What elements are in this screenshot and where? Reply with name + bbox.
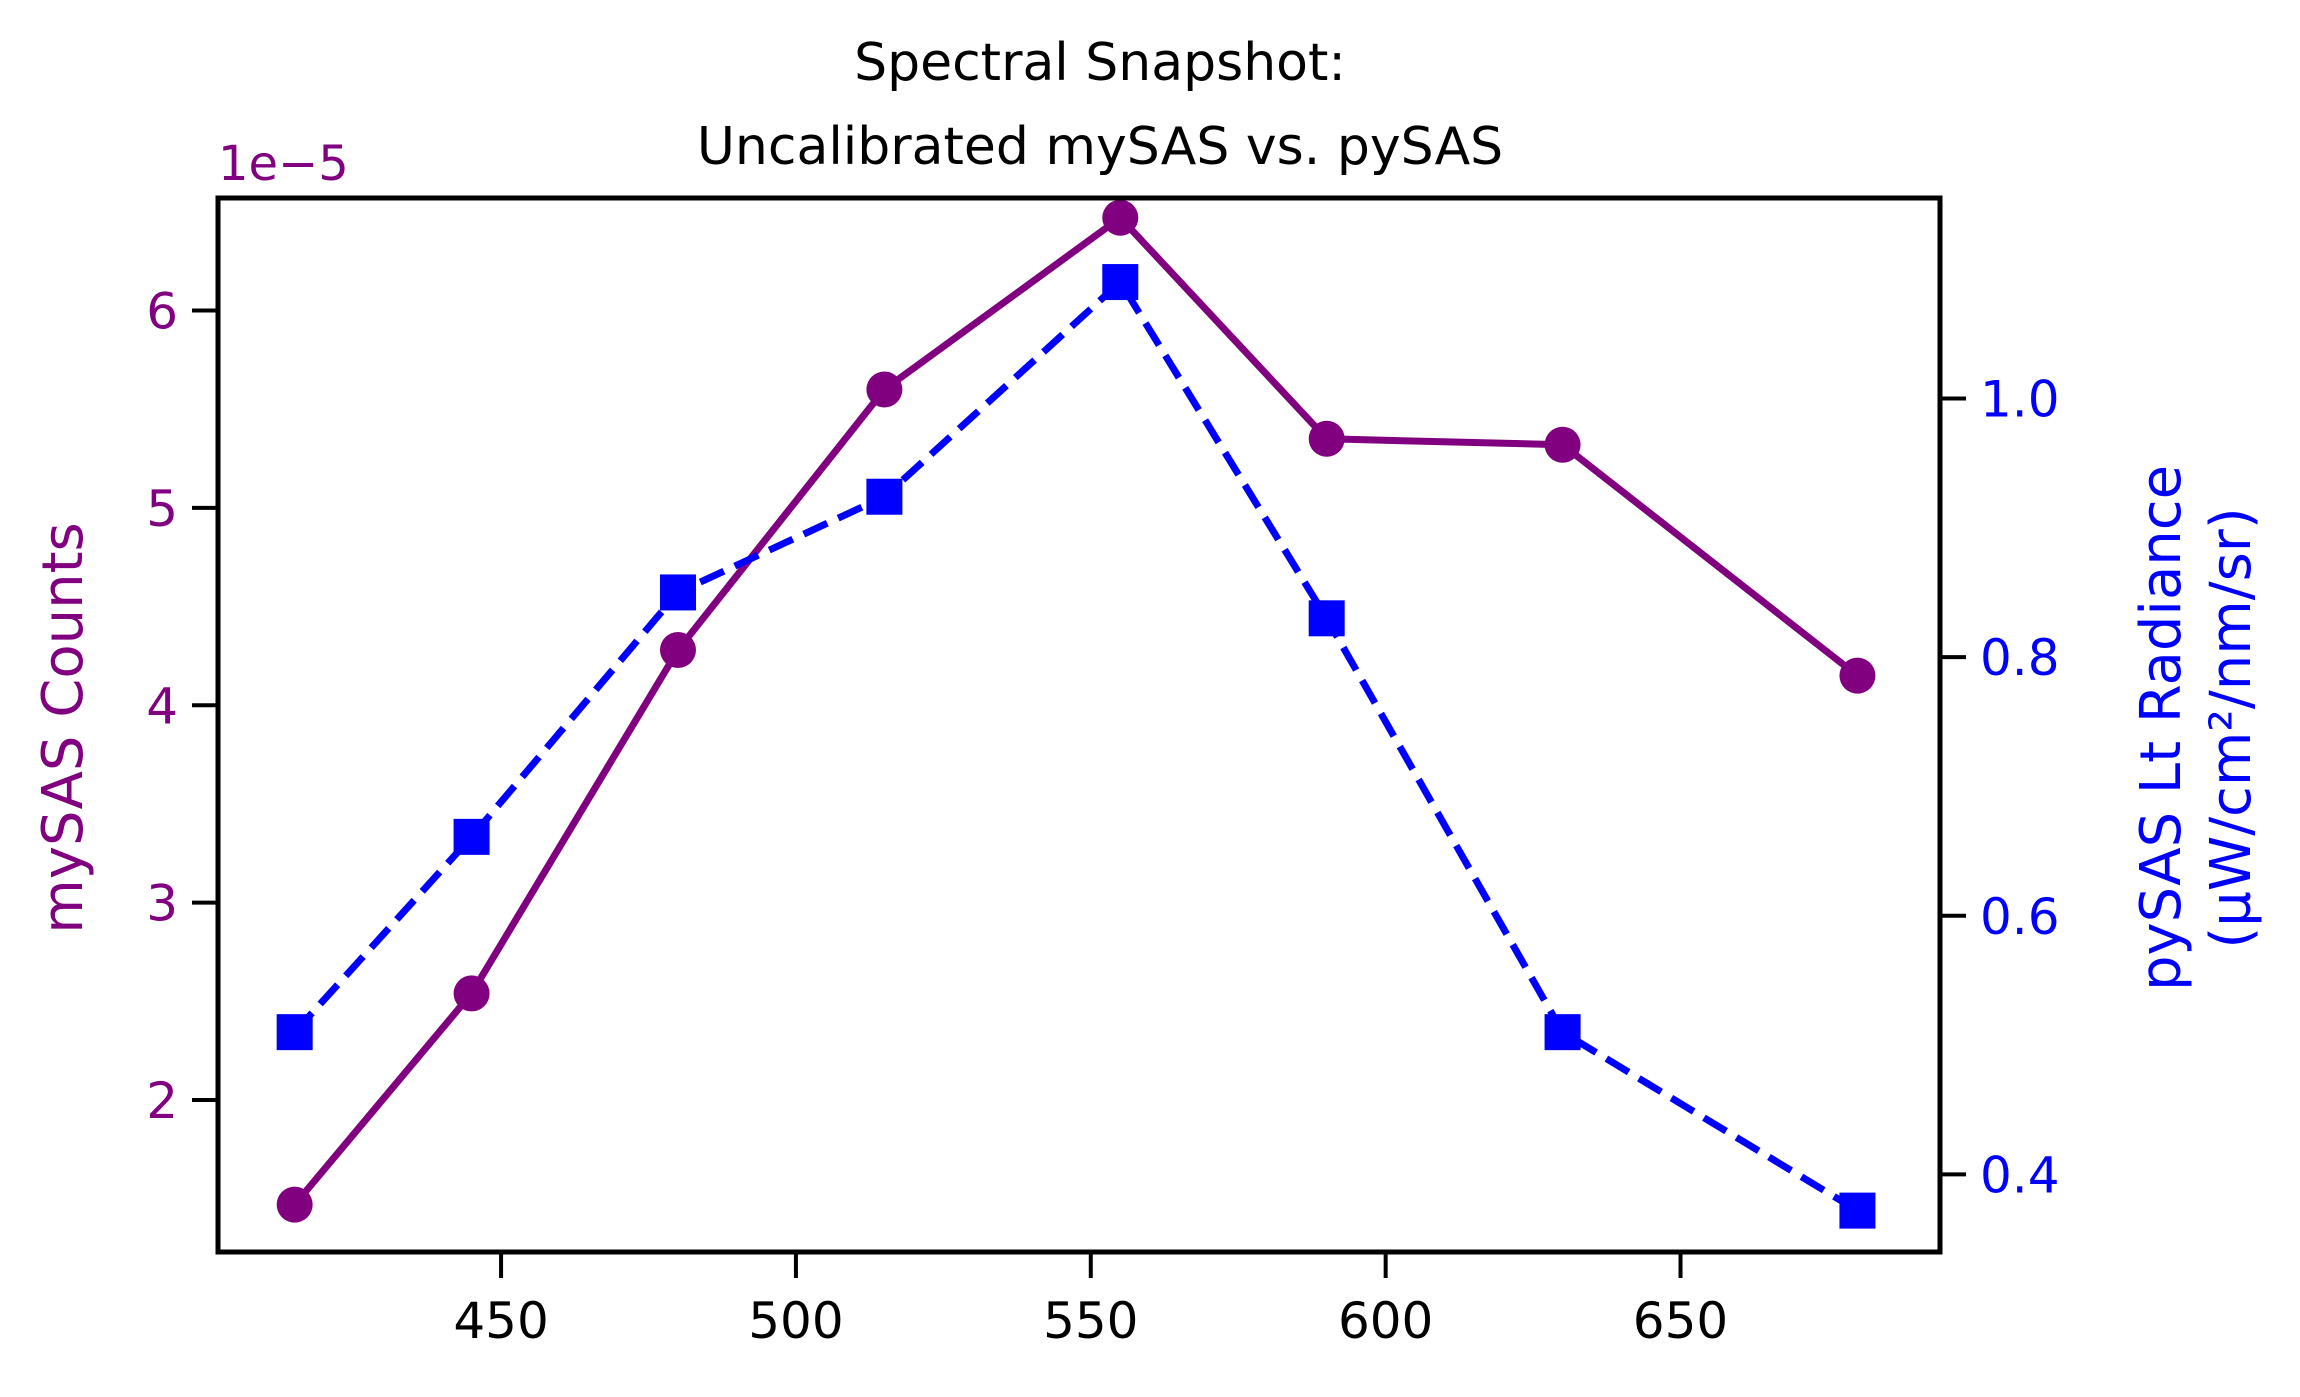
plot-frame: [215, 195, 1943, 1255]
chart-title-line-1: Spectral Snapshot:: [854, 33, 1346, 93]
left-tick-label: 2: [146, 1072, 178, 1130]
left-tick-label: 3: [146, 875, 178, 933]
left-tick-label: 5: [146, 480, 178, 538]
x-tick-label: 550: [1043, 1292, 1138, 1350]
chart-title-line-2: Uncalibrated mySAS vs. pySAS: [697, 117, 1503, 177]
series-layer: [276, 199, 1876, 1229]
mysas-point: [1544, 426, 1581, 463]
mysas-point: [1839, 657, 1876, 694]
pysas-point: [1839, 1192, 1876, 1229]
mysas-point: [1308, 420, 1345, 457]
mysas-point: [276, 1186, 313, 1223]
right-tick-label: 1.0: [1980, 370, 2060, 428]
x-tick-label: 600: [1338, 1292, 1433, 1350]
mysas-point: [453, 975, 490, 1012]
pysas-point: [1544, 1014, 1581, 1051]
x-tick-label: 650: [1633, 1292, 1728, 1350]
x-axis-ticks: 450 500 550 600 650: [453, 1252, 1728, 1350]
mysas-point: [659, 631, 696, 668]
right-axis-label-line-1: pySAS Lt Radiance: [2129, 465, 2194, 991]
right-tick-label: 0.6: [1980, 888, 2060, 946]
mysas-series-line: [291, 214, 1860, 1207]
pysas-point: [1102, 264, 1139, 301]
right-tick-label: 0.4: [1980, 1146, 2060, 1204]
x-tick-label: 500: [748, 1292, 843, 1350]
right-tick-label: 0.8: [1980, 629, 2060, 687]
pysas-series-line: [292, 278, 1860, 1214]
mysas-point: [1102, 199, 1139, 236]
left-tick-label: 6: [146, 283, 178, 341]
left-axis-offset-label: 1e−5: [218, 136, 349, 192]
mysas-point: [866, 371, 903, 408]
pysas-point: [659, 574, 696, 611]
x-tick-label: 450: [453, 1292, 548, 1350]
left-tick-label: 4: [146, 677, 178, 735]
pysas-point: [866, 478, 903, 515]
pysas-point: [1308, 600, 1345, 637]
pysas-point: [276, 1014, 313, 1051]
pysas-point: [453, 818, 490, 855]
left-axis-ticks: 2 3 4 5 6: [146, 283, 218, 1130]
right-axis-ticks: 0.4 0.6 0.8 1.0: [1940, 370, 2060, 1204]
right-axis-label-line-2: (µW/cm²/nm/sr): [2199, 507, 2264, 948]
left-axis-label: mySAS Counts: [31, 522, 96, 933]
